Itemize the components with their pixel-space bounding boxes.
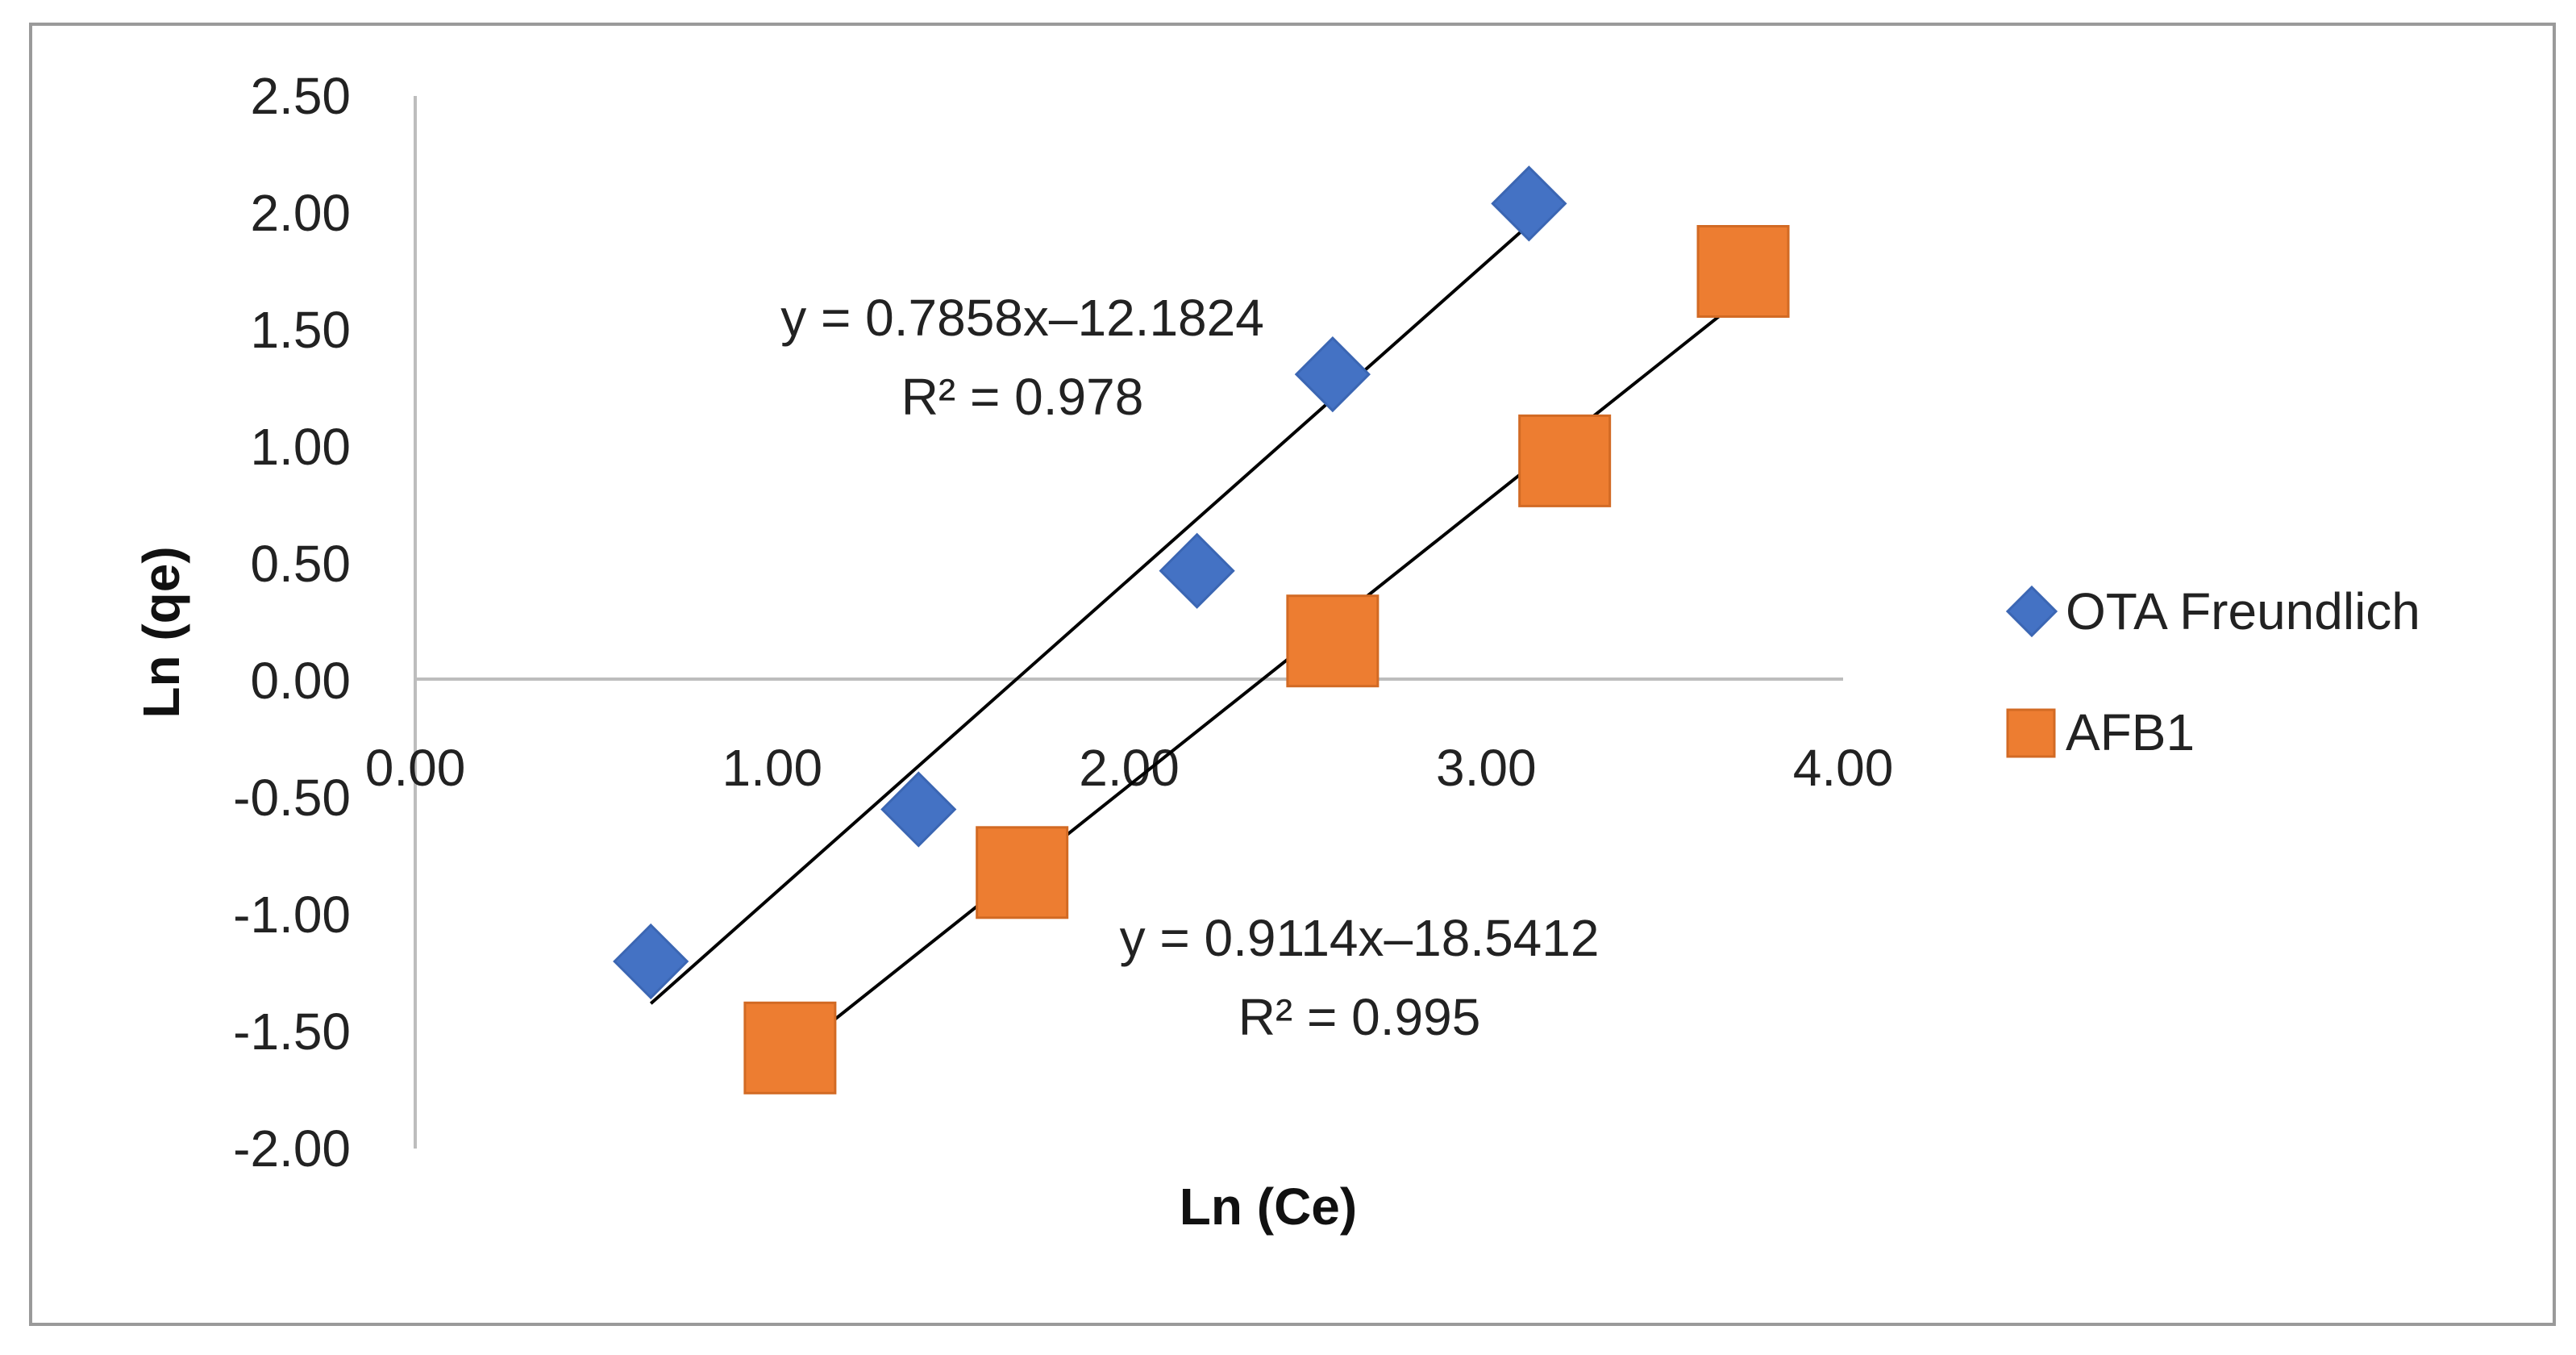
x-axis-title: Ln (Ce) <box>1180 1178 1357 1236</box>
y-tick-label: 1.50 <box>250 301 351 359</box>
ota-trendline <box>649 223 1530 1005</box>
y-axis-title: Ln (qe) <box>132 546 190 718</box>
y-tick-label: 2.00 <box>250 184 351 242</box>
x-tick-label: 4.00 <box>1793 739 1894 797</box>
data-points <box>613 165 1790 1094</box>
afb1-data-point <box>976 826 1069 919</box>
legend-afb1-label: AFB1 <box>2066 703 2195 761</box>
x-tick-label: 3.00 <box>1436 739 1537 797</box>
ota-data-point <box>1159 532 1235 609</box>
legend-ota-label: OTA Freundlich <box>2066 582 2420 640</box>
afb1-equation-label: y = 0.9114x–18.5412 <box>1120 909 1600 967</box>
afb1-data-point <box>1518 414 1612 507</box>
y-tick-label: 0.50 <box>250 535 351 593</box>
x-tick-labels: 0.00 1.00 2.00 3.00 4.00 <box>365 739 1894 797</box>
afb1-r2-label: R² = 0.995 <box>1238 988 1481 1046</box>
y-tick-label: 2.50 <box>250 67 351 125</box>
ota-equation-label: y = 0.7858x–12.1824 <box>780 289 1264 347</box>
legend-afb1-marker <box>2006 708 2056 758</box>
legend: OTA Freundlich AFB1 <box>2005 582 2420 761</box>
x-tick-label: 0.00 <box>365 739 466 797</box>
y-tick-label: -0.50 <box>233 769 351 827</box>
legend-ota-marker <box>2005 585 2058 638</box>
x-tick-label: 1.00 <box>722 739 822 797</box>
x-tick-label: 2.00 <box>1079 739 1180 797</box>
ota-data-point <box>1294 336 1371 413</box>
afb1-data-point <box>1286 594 1380 688</box>
y-tick-label: -1.50 <box>233 1003 351 1061</box>
y-tick-label: -2.00 <box>233 1119 351 1178</box>
ota-data-point <box>880 771 957 848</box>
ota-data-point <box>613 923 689 1000</box>
afb1-data-point <box>1696 225 1790 318</box>
y-tick-label: 0.00 <box>250 652 351 710</box>
afb1-data-point <box>743 1001 837 1094</box>
y-tick-label: -1.00 <box>233 886 351 944</box>
ota-r2-label: R² = 0.978 <box>901 368 1144 426</box>
y-tick-labels: 2.50 2.00 1.50 1.00 0.50 0.00 -0.50 -1.00 -1.50 -… <box>233 67 351 1178</box>
ota-data-point <box>1491 165 1567 242</box>
y-tick-label: 1.00 <box>250 418 351 476</box>
